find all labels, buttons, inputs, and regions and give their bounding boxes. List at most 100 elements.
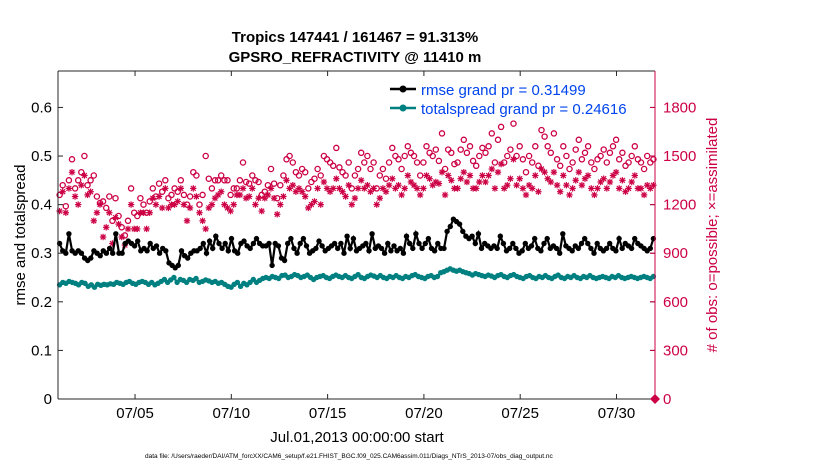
rmse-point bbox=[178, 248, 185, 254]
obs-possible-marker bbox=[255, 178, 262, 186]
asterisk-stroke bbox=[94, 209, 100, 216]
obs-possible-marker bbox=[277, 181, 284, 189]
y2-tick-label: 300 bbox=[663, 342, 688, 359]
rmse-point bbox=[607, 240, 613, 247]
asterisk-stroke bbox=[274, 211, 281, 218]
obs-assimilated-marker bbox=[398, 191, 405, 199]
obs-assimilated-marker bbox=[553, 182, 561, 189]
rmse-point bbox=[366, 248, 372, 254]
tick-labels: 0 0.1 0.2 0.3 0.4 0.5 0.6 0 300 600 900 1200 1500 180… bbox=[31, 99, 696, 422]
obs-possible-marker bbox=[78, 168, 85, 176]
obs-assimilated-marker bbox=[345, 182, 352, 189]
obs-possible-marker bbox=[168, 191, 175, 199]
asterisk-stroke bbox=[193, 193, 200, 200]
obs-possible-marker bbox=[625, 159, 632, 166]
x-tick-label: 07/25 bbox=[501, 405, 539, 422]
obs-possible-marker bbox=[345, 159, 352, 166]
asterisk-stroke bbox=[348, 201, 355, 208]
chart-axes bbox=[57, 70, 660, 404]
rmse-point bbox=[241, 238, 247, 244]
obs-possible-marker bbox=[367, 165, 374, 173]
obs-assimilated-marker bbox=[174, 198, 181, 205]
asterisk-stroke bbox=[336, 185, 343, 192]
rmse-point bbox=[575, 245, 582, 252]
obs-possible-marker bbox=[609, 143, 617, 150]
obs-possible-marker bbox=[513, 152, 520, 160]
obs-possible-marker bbox=[619, 149, 626, 157]
obs-possible-marker bbox=[354, 165, 362, 173]
obs-possible-marker bbox=[193, 172, 200, 179]
obs-possible-marker bbox=[643, 152, 651, 160]
asterisk-stroke bbox=[520, 185, 526, 192]
obs-possible-marker bbox=[81, 152, 88, 160]
asterisk-stroke bbox=[575, 169, 582, 176]
obs-assimilated-marker bbox=[75, 201, 82, 208]
obs-assimilated-marker bbox=[270, 195, 278, 202]
obs-possible-marker bbox=[476, 152, 483, 160]
asterisk-stroke bbox=[106, 209, 113, 216]
asterisk-stroke bbox=[482, 179, 489, 185]
rmse-point bbox=[266, 240, 272, 247]
obs-assimilated-marker bbox=[333, 175, 340, 182]
asterisk-stroke bbox=[563, 182, 570, 189]
asterisk-stroke bbox=[59, 188, 66, 195]
asterisk-stroke bbox=[311, 198, 318, 205]
obs-assimilated-marker bbox=[640, 191, 648, 199]
obs-possible-marker bbox=[507, 146, 514, 153]
obs-assimilated-marker bbox=[230, 201, 237, 208]
asterisk-stroke bbox=[454, 185, 461, 192]
obs-possible-marker bbox=[211, 177, 219, 184]
asterisk-stroke bbox=[492, 185, 498, 192]
asterisk-stroke bbox=[600, 175, 607, 182]
asterisk-stroke bbox=[569, 185, 576, 192]
obs-possible-marker bbox=[612, 136, 620, 144]
asterisk-stroke bbox=[641, 192, 647, 198]
asterisk-stroke bbox=[128, 201, 134, 208]
asterisk-stroke bbox=[417, 192, 424, 198]
obs-assimilated-marker bbox=[445, 172, 452, 179]
rmse-point bbox=[588, 245, 594, 252]
rmse-point bbox=[103, 250, 110, 256]
obs-possible-marker bbox=[544, 143, 551, 150]
obs-assimilated-marker bbox=[460, 169, 467, 176]
rmse-point bbox=[475, 231, 482, 237]
x-tick-label: 07/20 bbox=[405, 405, 443, 422]
asterisk-stroke bbox=[513, 182, 520, 189]
rmse-point bbox=[156, 250, 163, 256]
obs-possible-marker bbox=[581, 149, 589, 157]
asterisk-stroke bbox=[495, 169, 501, 176]
rmse-point bbox=[403, 233, 410, 239]
asterisk-stroke bbox=[66, 185, 72, 192]
obs-assimilated-marker bbox=[606, 178, 614, 186]
rmse-point bbox=[616, 235, 622, 242]
obs-assimilated-marker bbox=[519, 185, 527, 192]
rmse-point bbox=[203, 250, 210, 256]
obs-possible-marker bbox=[572, 146, 579, 153]
y-tick-label: 0.4 bbox=[31, 197, 52, 214]
obs-possible-marker bbox=[382, 175, 390, 182]
x-tick-label: 07/05 bbox=[116, 405, 154, 422]
rmse-point bbox=[478, 245, 485, 252]
data-file-footnote: data file: /Users/raeder/DAI/ATM_forcXX/… bbox=[145, 453, 554, 460]
asterisk-stroke bbox=[538, 166, 545, 172]
rmse-point bbox=[269, 262, 275, 269]
obs-possible-marker bbox=[224, 177, 231, 184]
obs-assimilated-marker bbox=[298, 188, 306, 195]
asterisk-stroke bbox=[252, 201, 259, 208]
asterisk-stroke bbox=[376, 195, 383, 202]
rmse-point bbox=[647, 245, 653, 252]
obs-possible-marker bbox=[286, 152, 293, 160]
asterisk-stroke bbox=[174, 198, 181, 205]
rmse-point bbox=[507, 245, 513, 252]
asterisk-stroke bbox=[436, 180, 442, 187]
asterisk-stroke bbox=[380, 185, 386, 192]
obs-assimilated-marker bbox=[264, 191, 272, 199]
asterisk-stroke bbox=[439, 169, 445, 176]
asterisk-stroke bbox=[619, 177, 626, 184]
obs-assimilated-marker bbox=[274, 211, 281, 218]
obs-assimilated-marker bbox=[112, 214, 119, 221]
obs-assimilated-marker bbox=[376, 195, 383, 202]
obs-assimilated-marker bbox=[177, 185, 184, 192]
obs-assimilated-marker bbox=[280, 193, 287, 200]
